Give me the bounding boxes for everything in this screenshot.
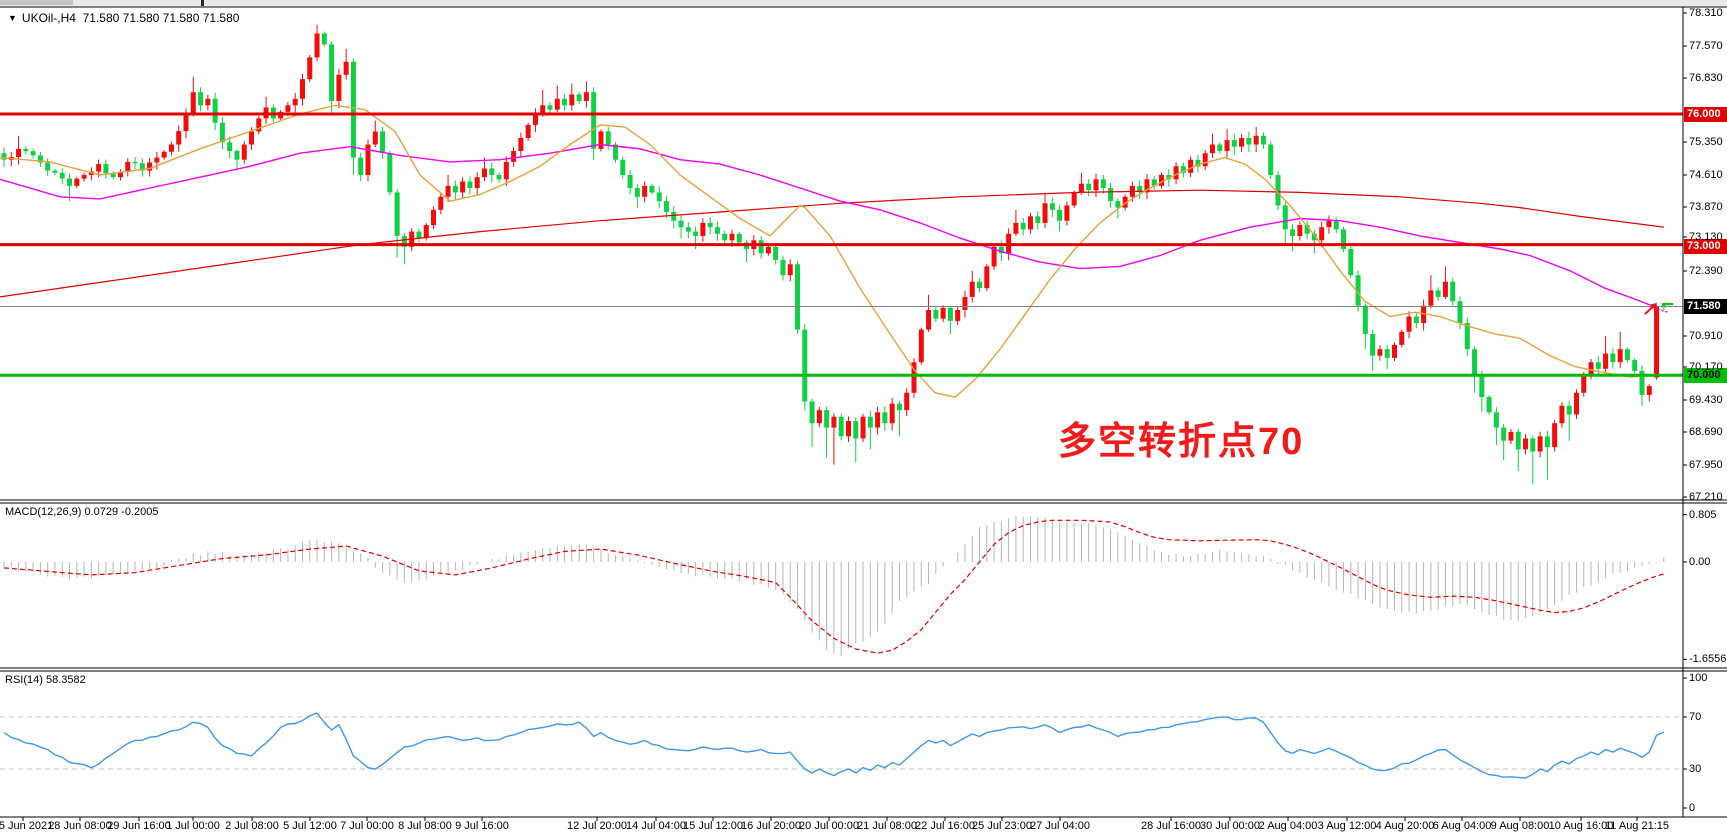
time-axis-label[interactable]: 14 Jul 04:00 [626,820,686,832]
time-axis-label[interactable]: 7 Jul 00:00 [340,820,394,832]
support-price-tag-70[interactable]: 70.000 [1684,368,1727,383]
price-axis-label: 70.170 [1689,361,1723,373]
time-axis-label[interactable]: 25 Jul 23:00 [972,820,1032,832]
price-axis-label: 70.910 [1689,330,1723,342]
time-axis-label[interactable]: 30 Jul 00:00 [1200,820,1260,832]
rsi-axis-70: 70 [1689,711,1702,723]
price-axis-label: 68.690 [1689,426,1723,438]
time-axis-label[interactable]: 20 Jul 00:00 [799,820,859,832]
window-top-strip [0,0,1727,6]
time-axis-label[interactable]: 8 Jul 08:00 [398,820,452,832]
rsi-axis-30: 30 [1689,763,1702,775]
time-axis-label[interactable]: 29 Jun 16:00 [107,820,171,832]
price-axis-label: 78.310 [1689,7,1723,19]
ma-fast-orange [0,104,1663,398]
macd-axis-zero: 0.00 [1689,556,1711,568]
time-axis-label[interactable]: 4 Aug 20:00 [1375,820,1435,832]
price-axis-label: 67.950 [1689,459,1723,471]
price-axis-label: 77.570 [1689,40,1723,52]
moving-averages-layer [0,104,1669,398]
price-axis-label: 74.610 [1689,169,1723,181]
scrollbar-tick [201,0,204,6]
ma-magenta-tail [1649,306,1669,313]
macd-panel[interactable] [3,516,1665,657]
macd-indicator-label: MACD(12,26,9) 0.0729 -0.2005 [5,506,159,518]
symbol-dropdown-icon[interactable]: ▼ [8,13,17,23]
time-axis-label[interactable]: 9 Jul 16:00 [455,820,509,832]
chart-title: ▼ UKOil-,H4 71.580 71.580 71.580 71.580 [8,11,239,25]
time-axis-label[interactable]: 2 Jul 08:00 [225,820,279,832]
symbol-ohlc-values: 71.580 71.580 71.580 71.580 [82,11,240,25]
rsi-axis-100: 100 [1689,672,1708,684]
signal-arrowhead-icon [1650,303,1657,310]
macd-axis-min: -1.6556 [1689,653,1727,665]
rsi-axis-0: 0 [1689,802,1696,814]
time-axis-label[interactable]: 11 Aug 21:15 [1604,820,1670,832]
candlestick-layer[interactable] [1,24,1667,485]
price-axis-label: 69.430 [1689,394,1723,406]
time-axis-label[interactable]: 12 Jul 20:00 [567,820,627,832]
price-axis-label: 75.350 [1689,136,1723,148]
time-axis-label[interactable]: 28 Jul 16:00 [1141,820,1201,832]
time-axis-label[interactable]: 5 Jul 12:00 [283,820,337,832]
axis-ticks [22,12,1687,821]
time-axis-label[interactable]: 27 Jul 04:00 [1030,820,1090,832]
time-axis-label[interactable]: 6 Aug 04:00 [1432,820,1492,832]
price-axis-label: 73.870 [1689,201,1723,213]
symbol-name: UKOil-,H4 [21,11,76,25]
time-axis-label[interactable]: 28 Jun 08:00 [48,820,112,832]
ma-mid-magenta [0,143,1656,308]
resistance-price-tag-73[interactable]: 73.000 [1684,239,1727,254]
time-axis-label[interactable]: 9 Aug 08:00 [1490,820,1550,832]
time-axis-label[interactable]: 1 Jul 00:00 [166,820,220,832]
macd-signal-line [3,519,1664,654]
time-axis-label[interactable]: 16 Jul 20:00 [741,820,801,832]
macd-axis-max: 0.805 [1689,509,1717,521]
price-axis-label: 72.390 [1689,265,1723,277]
price-axis-label: 67.210 [1689,491,1723,503]
horizontal-lines-layer[interactable] [0,112,1683,377]
rsi-indicator-label: RSI(14) 58.3582 [5,674,86,686]
scrollbar-thumb[interactable] [0,0,73,5]
time-axis-label[interactable]: 21 Jul 08:00 [857,820,917,832]
time-axis-label[interactable]: 22 Jul 16:00 [915,820,975,832]
time-axis-label[interactable]: 3 Aug 12:00 [1317,820,1377,832]
time-axis-label[interactable]: 2 Aug 04:00 [1258,820,1318,832]
price-axis-label: 73.130 [1689,231,1723,243]
rsi-panel[interactable] [0,712,1683,779]
markers-layer [1644,303,1673,315]
time-axis-label[interactable]: 15 Jul 12:00 [683,820,743,832]
time-axis-label[interactable]: 10 Aug 16:00 [1548,820,1614,832]
ma-slow-red [0,189,1665,298]
annotation-text[interactable]: 多空转折点70 [1058,421,1305,463]
price-axis-label: 76.830 [1689,72,1723,84]
current-price-tag: 71.580 [1684,299,1727,314]
time-axis-label[interactable]: 25 Jun 2021 [0,820,54,832]
resistance-price-tag-76[interactable]: 76.000 [1684,107,1727,122]
rsi-line [3,712,1665,779]
